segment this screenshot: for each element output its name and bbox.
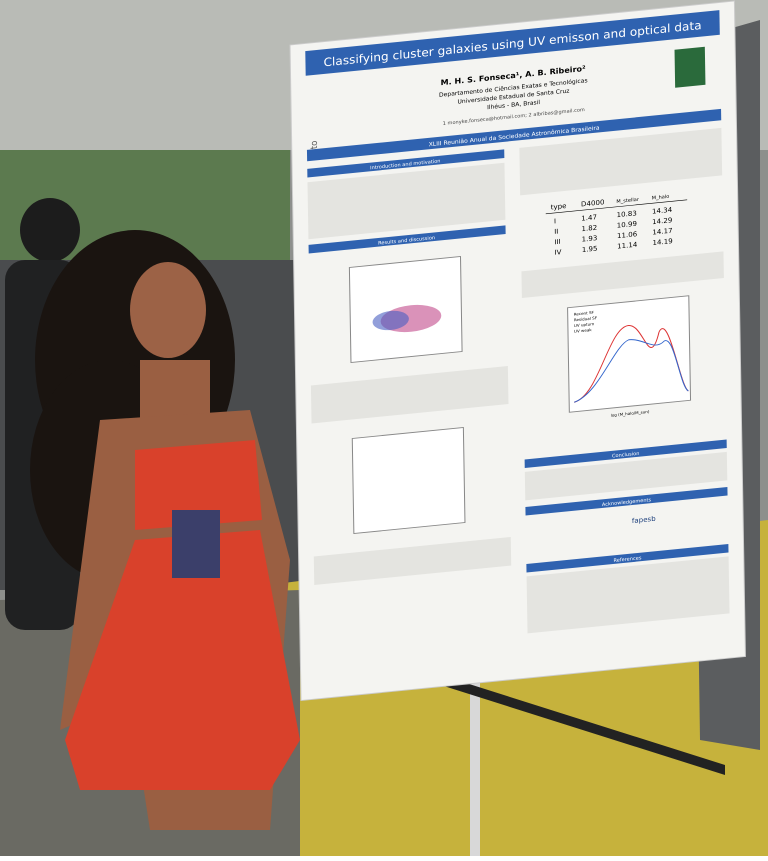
sponsor: fapesb bbox=[632, 515, 656, 525]
scatter-cloud bbox=[372, 310, 409, 331]
section-bar bbox=[308, 225, 506, 254]
line-plot bbox=[567, 295, 692, 413]
section-bar bbox=[525, 487, 728, 516]
section-title: Results and discussion bbox=[378, 235, 435, 246]
table-cell: 14.29 bbox=[652, 216, 672, 226]
table-cell: 1.95 bbox=[582, 245, 598, 254]
table-cell: 1.93 bbox=[582, 234, 598, 243]
table: type D4000 M_stellar M_halo I 1.47 10.83… bbox=[545, 194, 688, 257]
body-text bbox=[519, 127, 723, 196]
section-title: Acknowledgements bbox=[602, 497, 652, 508]
section-bar bbox=[307, 149, 505, 178]
face bbox=[130, 262, 206, 358]
table-cell: III bbox=[554, 238, 560, 246]
table-cell: 1.82 bbox=[581, 224, 597, 233]
table-cell: II bbox=[554, 228, 558, 236]
table-cell: I bbox=[554, 217, 556, 225]
table-cell: 14.17 bbox=[652, 227, 672, 237]
body-text bbox=[307, 162, 506, 240]
table-cell: 11.14 bbox=[617, 241, 637, 251]
section-bar bbox=[524, 439, 727, 469]
event-bar bbox=[306, 108, 722, 162]
body-text bbox=[526, 556, 730, 634]
badge bbox=[172, 510, 220, 578]
table-cell: 14.19 bbox=[652, 237, 672, 247]
body-text bbox=[310, 366, 509, 424]
section-title: Conclusion bbox=[612, 451, 640, 460]
side-logo: lato bbox=[310, 140, 321, 157]
legend-entry: Recent SF bbox=[574, 310, 595, 317]
table-header: D4000 bbox=[581, 198, 605, 208]
legend-entry: UV upturn bbox=[574, 321, 595, 328]
title-bar bbox=[305, 10, 720, 76]
plot-xlabel: log (M_halo/M_sun) bbox=[611, 409, 650, 418]
table-cell: IV bbox=[554, 248, 561, 256]
section-bar bbox=[526, 544, 729, 573]
body-text bbox=[521, 251, 724, 299]
table-cell: 11.06 bbox=[617, 230, 637, 240]
university-crest bbox=[674, 46, 706, 88]
body-text bbox=[313, 537, 512, 586]
table-cell: 1.47 bbox=[581, 213, 597, 222]
table-cell: 10.99 bbox=[617, 220, 637, 230]
table-cell: 10.83 bbox=[617, 209, 637, 219]
bystander-head bbox=[20, 198, 80, 262]
table-header: M_halo bbox=[652, 194, 670, 202]
legend-entry: Residual SF bbox=[574, 315, 598, 322]
table-rule bbox=[545, 199, 688, 215]
table-header: M_stellar bbox=[616, 197, 640, 205]
poster: Classifying cluster galaxies using UV em… bbox=[289, 0, 746, 702]
legend-entry: UV weak bbox=[574, 327, 592, 334]
dress-skirt bbox=[65, 530, 300, 790]
stand-pole bbox=[470, 640, 480, 856]
plot-curve bbox=[574, 339, 689, 403]
table-cell: 14.34 bbox=[652, 206, 672, 216]
table-header: type bbox=[551, 202, 567, 211]
contour-plot bbox=[351, 426, 466, 535]
dress-top bbox=[135, 440, 262, 530]
plot-legend: Recent SF Residual SF UV upturn UV weak bbox=[574, 310, 598, 334]
section-title: References bbox=[613, 555, 642, 564]
body-text bbox=[524, 451, 728, 501]
